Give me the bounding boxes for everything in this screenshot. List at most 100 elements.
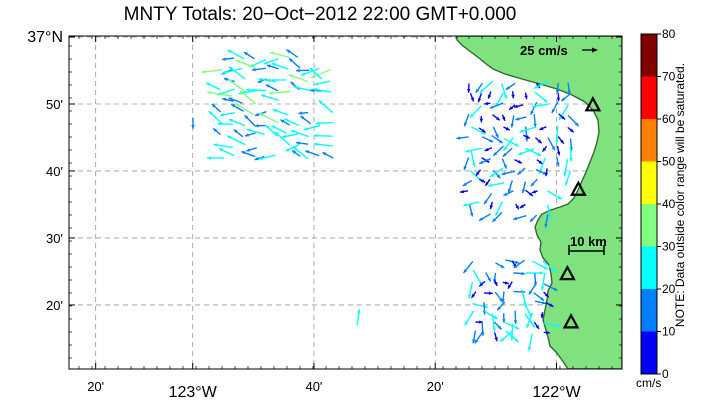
current-vector bbox=[489, 201, 494, 210]
current-vector bbox=[483, 192, 493, 205]
current-vector bbox=[534, 300, 547, 305]
current-vector bbox=[251, 67, 266, 72]
current-vector bbox=[211, 103, 222, 113]
current-vector bbox=[569, 146, 573, 162]
current-vector bbox=[555, 126, 559, 144]
current-vector bbox=[531, 103, 548, 108]
current-vector bbox=[271, 62, 289, 70]
radar-station-marker bbox=[569, 180, 587, 196]
current-vector bbox=[546, 204, 552, 220]
current-vector bbox=[491, 134, 504, 144]
current-vector bbox=[557, 136, 565, 145]
current-vector bbox=[525, 147, 542, 157]
current-vector bbox=[310, 68, 332, 79]
current-vector bbox=[513, 104, 524, 109]
current-vector bbox=[259, 112, 279, 124]
current-vector bbox=[556, 145, 561, 156]
colorbar-tick-label: 50 bbox=[662, 155, 676, 169]
current-vector bbox=[567, 126, 575, 133]
current-vector bbox=[503, 137, 514, 151]
current-vector bbox=[468, 282, 474, 299]
current-vector bbox=[510, 115, 515, 128]
radar-station-marker bbox=[559, 264, 576, 281]
current-vector bbox=[228, 97, 243, 104]
colorbar-tick-label: 70 bbox=[662, 70, 676, 84]
current-vector bbox=[206, 156, 224, 160]
lat-tick-label: 20' bbox=[46, 298, 63, 313]
colorbar-segment bbox=[641, 76, 657, 119]
current-vector bbox=[291, 149, 301, 157]
current-vector bbox=[285, 143, 300, 152]
current-vector bbox=[478, 127, 486, 134]
current-vector bbox=[483, 291, 493, 295]
current-vector bbox=[492, 145, 504, 157]
current-vector bbox=[293, 85, 312, 92]
current-vector bbox=[491, 313, 496, 332]
current-vector bbox=[230, 103, 245, 112]
current-vector bbox=[244, 132, 256, 137]
current-vector bbox=[222, 67, 243, 75]
current-vector bbox=[525, 189, 534, 197]
current-vector bbox=[478, 213, 491, 222]
current-vector bbox=[288, 57, 301, 69]
current-vector bbox=[505, 330, 520, 343]
current-vector bbox=[543, 330, 550, 335]
current-vector bbox=[313, 142, 333, 147]
current-vector bbox=[246, 147, 257, 152]
current-vector bbox=[487, 91, 492, 99]
current-vector bbox=[191, 118, 195, 129]
current-vector bbox=[300, 115, 312, 125]
current-vector bbox=[494, 279, 498, 287]
current-vector bbox=[484, 147, 493, 152]
current-vector bbox=[481, 136, 494, 143]
current-vector bbox=[288, 74, 309, 83]
current-vector bbox=[515, 116, 527, 121]
current-vector bbox=[469, 92, 475, 102]
current-vector bbox=[227, 78, 247, 93]
current-vector bbox=[313, 133, 333, 138]
current-vector bbox=[272, 108, 289, 116]
current-vector bbox=[356, 308, 361, 326]
current-vector bbox=[502, 281, 509, 285]
current-vector bbox=[545, 301, 554, 308]
current-vector bbox=[543, 291, 550, 298]
current-vector bbox=[280, 119, 291, 126]
current-vector bbox=[312, 87, 332, 93]
current-vector bbox=[246, 128, 265, 135]
current-vector bbox=[567, 82, 571, 95]
current-vector bbox=[501, 158, 508, 169]
coastline-land bbox=[456, 36, 622, 369]
current-vector bbox=[531, 190, 538, 194]
scale-bar-label: 10 km bbox=[570, 234, 607, 249]
colorbar-tick-label: 10 bbox=[662, 325, 676, 339]
current-vector bbox=[292, 146, 309, 160]
current-vector bbox=[260, 94, 279, 101]
current-vector bbox=[560, 93, 571, 102]
current-vector bbox=[258, 154, 276, 161]
current-vector bbox=[470, 291, 477, 299]
radar-station-marker bbox=[562, 313, 580, 329]
current-vector bbox=[529, 101, 538, 116]
current-vector bbox=[558, 113, 566, 121]
colorbar-segment bbox=[641, 246, 657, 289]
current-vector bbox=[227, 49, 245, 60]
current-vector bbox=[228, 66, 246, 80]
map-title: MNTY Totals: 20−Oct−2012 22:00 GMT+0.000 bbox=[123, 4, 517, 25]
current-vector bbox=[477, 93, 483, 103]
colorbar-tick-label: 0 bbox=[662, 367, 669, 381]
current-vector bbox=[463, 157, 470, 171]
current-vector bbox=[489, 102, 504, 109]
current-vector bbox=[507, 180, 513, 194]
current-vector bbox=[295, 141, 309, 145]
current-vector bbox=[475, 169, 482, 177]
current-vector bbox=[533, 321, 540, 330]
current-vector bbox=[474, 331, 484, 344]
current-vector bbox=[501, 291, 505, 303]
current-vector bbox=[303, 124, 321, 131]
current-vector bbox=[485, 272, 492, 282]
current-vector bbox=[493, 332, 498, 342]
current-vector bbox=[298, 111, 309, 115]
current-vector bbox=[542, 260, 557, 273]
current-vector bbox=[274, 131, 291, 146]
